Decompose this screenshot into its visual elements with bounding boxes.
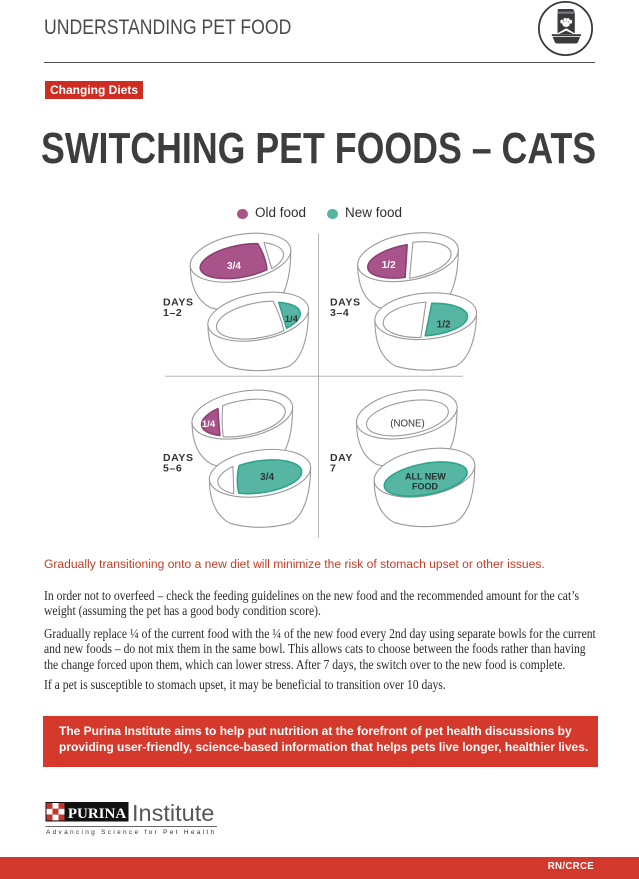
svg-text:DAYS: DAYS [163, 297, 194, 309]
svg-text:1/4: 1/4 [202, 419, 216, 430]
svg-text:1/2: 1/2 [382, 260, 396, 271]
svg-text:ALL NEW: ALL NEW [405, 472, 446, 482]
svg-text:1–2: 1–2 [163, 307, 182, 319]
svg-text:Institute: Institute [132, 801, 214, 826]
svg-text:DAYS: DAYS [163, 452, 194, 464]
svg-text:(NONE): (NONE) [390, 418, 424, 429]
svg-text:3–4: 3–4 [330, 307, 349, 319]
svg-text:FOOD: FOOD [412, 482, 438, 492]
svg-text:Advancing Science for Pet Heal: Advancing Science for Pet Health [46, 829, 216, 836]
svg-text:DAYS: DAYS [330, 297, 361, 309]
svg-text:PURINA: PURINA [68, 806, 126, 822]
svg-text:1/2: 1/2 [437, 320, 451, 331]
svg-text:3/4: 3/4 [227, 261, 241, 272]
svg-text:5–6: 5–6 [163, 463, 182, 475]
svg-text:DAY: DAY [330, 452, 353, 464]
svg-text:3/4: 3/4 [260, 472, 274, 483]
svg-text:1/4: 1/4 [285, 314, 299, 325]
svg-text:7: 7 [330, 463, 336, 475]
